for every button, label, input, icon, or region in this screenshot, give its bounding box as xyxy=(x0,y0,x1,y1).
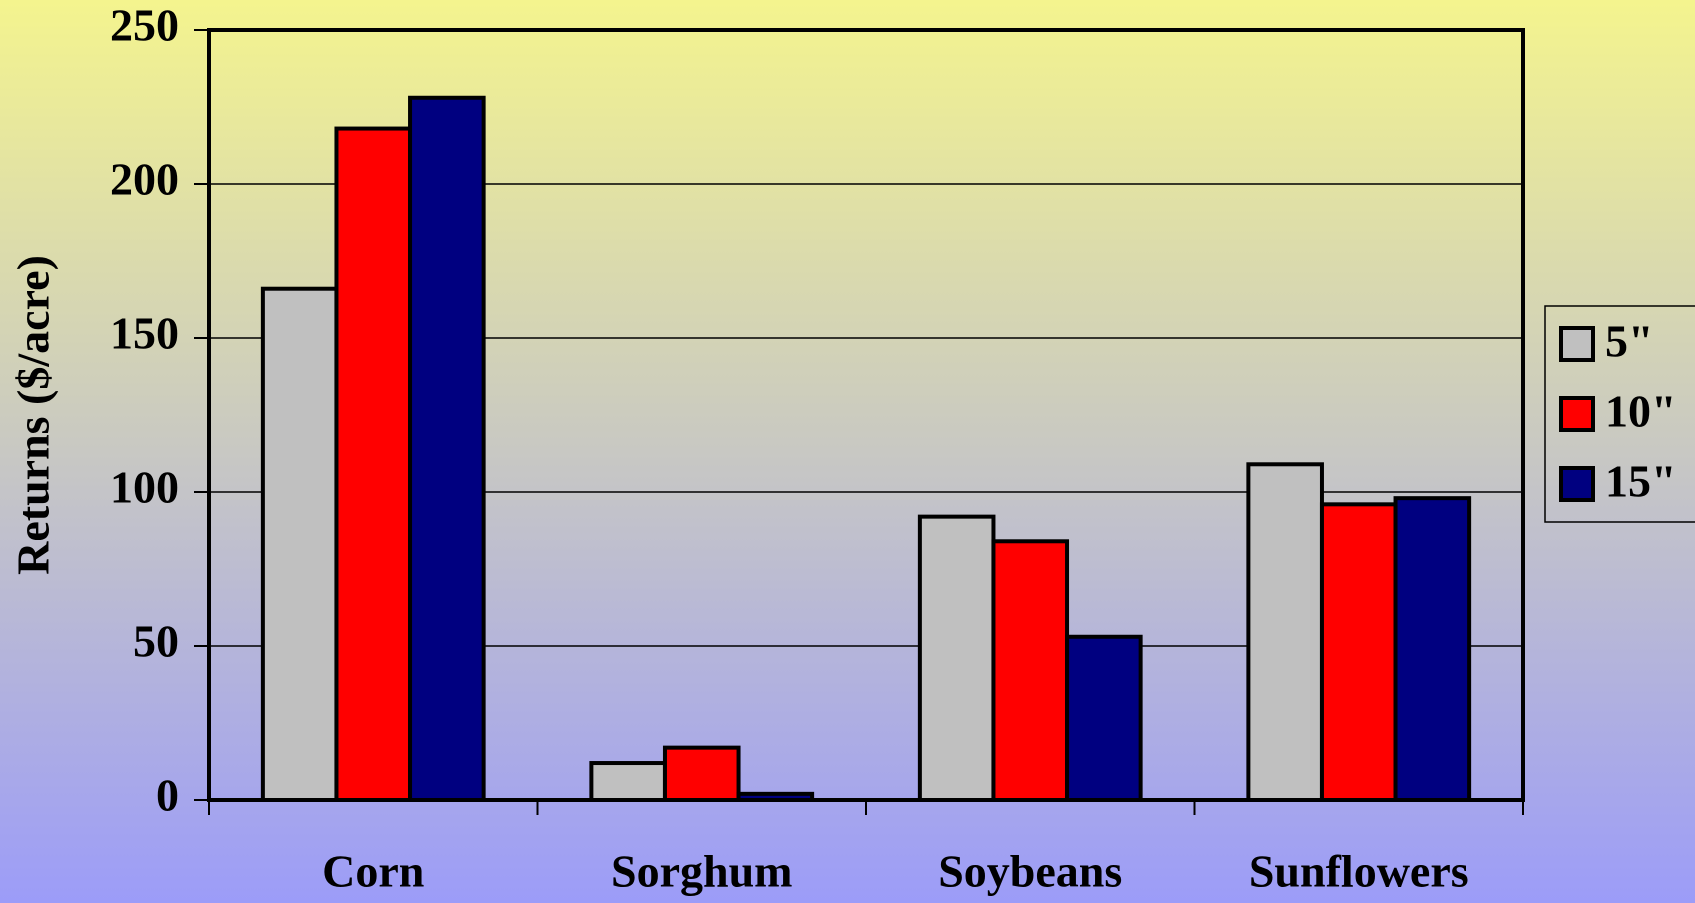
plot-frame xyxy=(207,28,1525,802)
legend-swatch xyxy=(1559,326,1595,362)
legend-box xyxy=(1544,305,1695,523)
y-tick-label: 150 xyxy=(110,308,179,359)
bar xyxy=(334,126,413,802)
x-tick-label: Sorghum xyxy=(611,846,792,897)
bar xyxy=(589,761,667,802)
x-tick-label: Corn xyxy=(322,846,424,897)
bar xyxy=(260,286,339,802)
y-tick-label: 100 xyxy=(110,462,179,513)
bar xyxy=(408,95,486,802)
bar xyxy=(917,514,996,802)
legend-swatch xyxy=(1559,396,1595,432)
y-tick-label: 250 xyxy=(110,0,179,51)
bar xyxy=(1319,502,1398,802)
y-tick-label: 200 xyxy=(110,154,179,205)
legend-label: 10" xyxy=(1605,386,1677,437)
bar xyxy=(1065,634,1143,803)
bar xyxy=(1393,496,1472,802)
y-axis-title: Returns ($/acre) xyxy=(8,255,59,575)
x-tick-label: Soybeans xyxy=(938,846,1122,897)
x-tick-label: Sunflowers xyxy=(1249,846,1469,897)
legend-swatch xyxy=(1559,466,1595,502)
bar xyxy=(1246,462,1324,802)
bar xyxy=(991,539,1070,803)
y-tick-label: 0 xyxy=(156,770,179,821)
legend-label: 5" xyxy=(1605,316,1654,367)
legend-label: 15" xyxy=(1605,456,1677,507)
bar xyxy=(662,745,741,803)
y-tick-label: 50 xyxy=(133,616,179,667)
